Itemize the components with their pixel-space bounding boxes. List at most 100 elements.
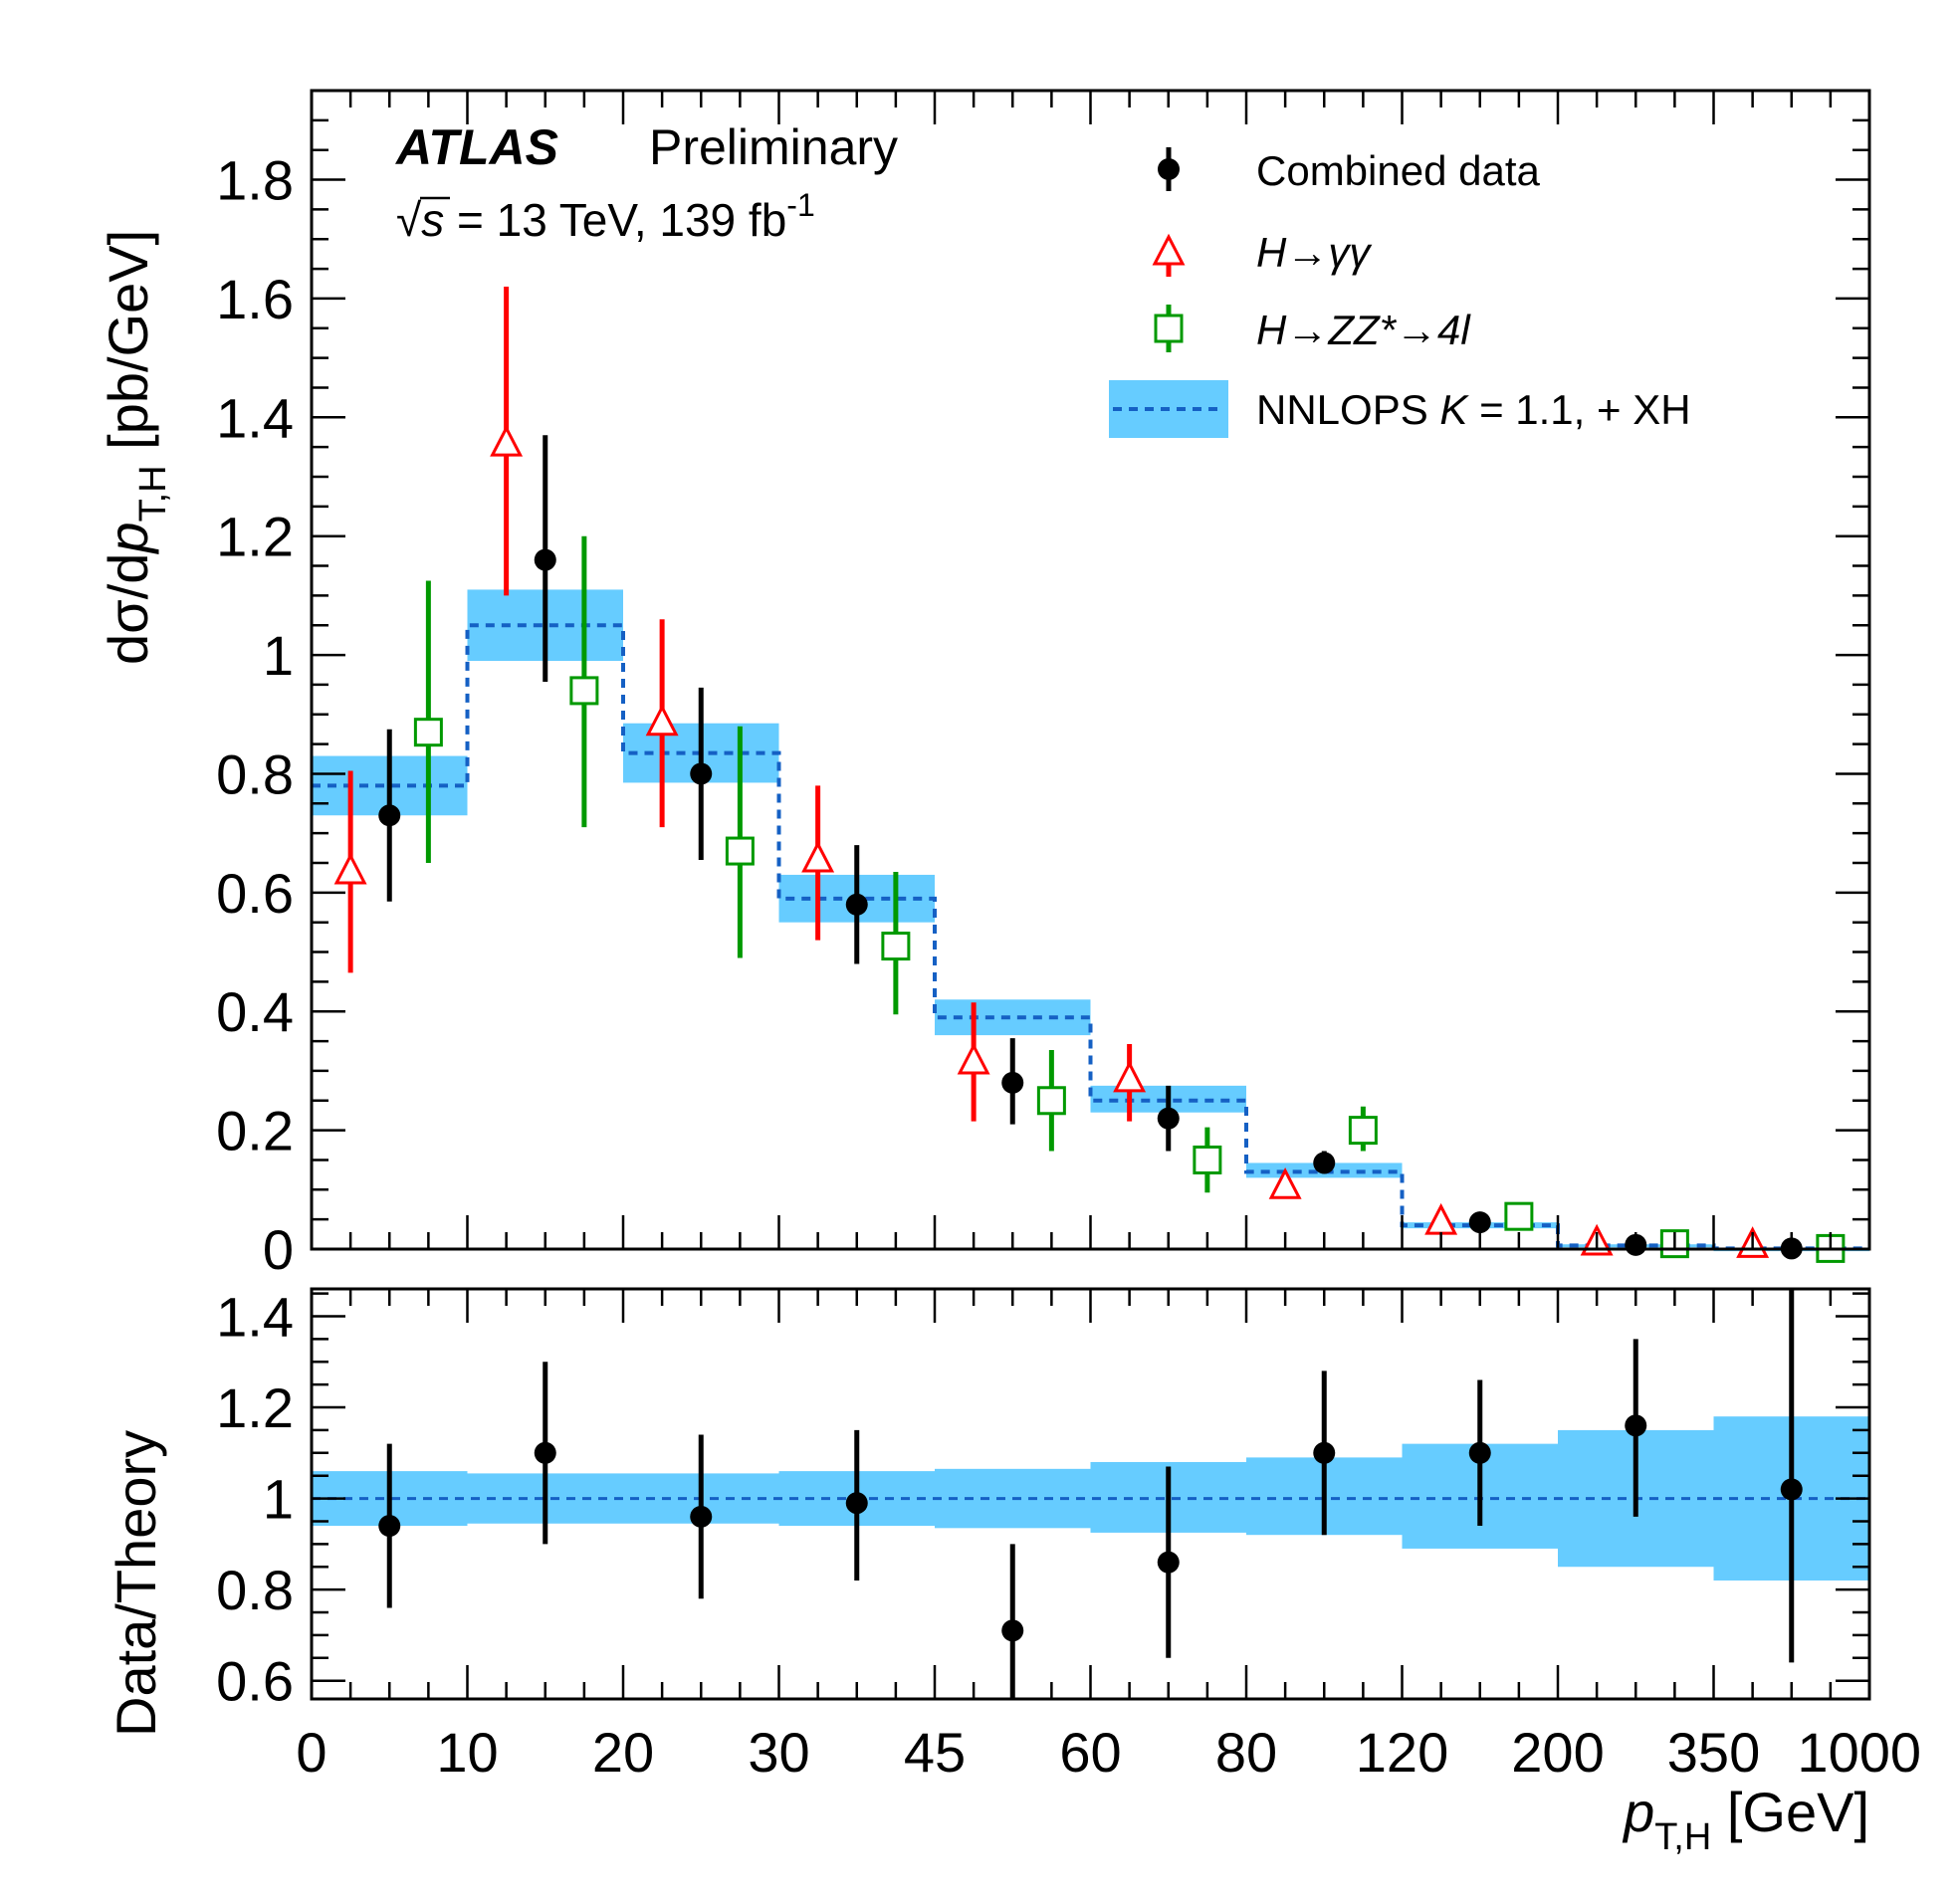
legend-marker-combined	[1158, 147, 1180, 191]
main-y-title-unit: [pb/GeV]	[97, 230, 159, 466]
marker-hzz	[1036, 1086, 1066, 1116]
main-y-tick-label: 1.6	[216, 268, 294, 330]
x-tick-label: 350	[1667, 1721, 1760, 1784]
ratio-data-point	[1780, 1289, 1803, 1663]
marker-hgg	[333, 852, 367, 885]
data-point-hgg	[333, 770, 367, 973]
x-tick-label: 20	[592, 1721, 654, 1784]
marker-combined	[378, 804, 401, 827]
x-title-unit: [GeV]	[1711, 1781, 1869, 1843]
legend-marker-theory	[1109, 380, 1228, 438]
data-point-hzz	[1348, 1106, 1378, 1152]
data-point-hgg	[1113, 1044, 1147, 1122]
x-tick-label: 10	[436, 1721, 498, 1784]
data-point-hgg	[645, 619, 679, 828]
marker-hzz	[1348, 1116, 1378, 1146]
ratio-data-point	[534, 1362, 556, 1545]
legend-hzz-label: H→ZZ*→4l	[1256, 307, 1471, 353]
main-y-title-var: p	[97, 522, 159, 554]
legend-theory-k: K	[1439, 386, 1469, 433]
marker-combined	[1157, 1107, 1180, 1130]
main-y-axis-title: dσ/dpT,H [pb/GeV]	[97, 230, 174, 665]
ratio-data-point	[1001, 1544, 1024, 1699]
x-tick-label: 120	[1356, 1721, 1448, 1784]
marker-hgg	[801, 840, 835, 873]
marker-hzz	[569, 676, 599, 706]
marker-hzz	[725, 836, 755, 866]
ratio-marker	[1468, 1441, 1491, 1464]
marker-combined	[690, 762, 713, 785]
data-point-hzz	[569, 535, 599, 828]
data-point-hzz	[1504, 1201, 1534, 1231]
data-point-hzz	[881, 871, 911, 1015]
x-tick-label: 30	[748, 1721, 809, 1784]
marker-combined	[845, 893, 868, 916]
legend-marker-hgg	[1152, 233, 1186, 277]
x-title-sub: T,H	[1654, 1816, 1711, 1858]
marker-hgg	[645, 704, 679, 737]
x-tick-label: 0	[296, 1721, 327, 1784]
ratio-marker	[378, 1515, 401, 1538]
data-point-combined	[1157, 1085, 1180, 1152]
ratio-y-tick-label: 0.6	[216, 1650, 294, 1713]
ratio-data-point	[378, 1443, 401, 1608]
main-y-tick-label: 0.2	[216, 1100, 294, 1162]
data-point-combined	[1468, 1211, 1491, 1234]
x-tick-label: 45	[904, 1721, 966, 1784]
main-y-tick-label: 0	[263, 1218, 294, 1281]
legend-hgg-label: H→γγ	[1256, 229, 1372, 276]
main-y-tick-label: 0.8	[216, 742, 294, 805]
legend-marker-hzz	[1154, 305, 1184, 352]
data-markers-ratio	[378, 1289, 1803, 1699]
s-symbol: s	[421, 194, 444, 246]
main-y-tick-label: 1.2	[216, 506, 294, 568]
x-tick-label: 60	[1059, 1721, 1121, 1784]
atlas-label: ATLAS	[394, 119, 558, 175]
ratio-data-point	[1625, 1339, 1647, 1517]
ratio-y-tick-label: 0.8	[216, 1559, 294, 1621]
marker-hgg	[1113, 1060, 1147, 1093]
x-title-var: p	[1622, 1781, 1654, 1843]
data-point-hzz	[1193, 1127, 1222, 1193]
ratio-data-point	[845, 1429, 868, 1581]
ratio-marker	[690, 1505, 713, 1528]
main-y-tick-label: 1	[263, 624, 294, 687]
data-point-hgg	[957, 1002, 990, 1122]
data-point-combined	[845, 845, 868, 964]
ratio-marker	[1625, 1414, 1647, 1437]
main-y-tick-label: 1.4	[216, 386, 294, 449]
x-tick-label: 1000	[1797, 1721, 1921, 1784]
data-point-hzz	[725, 726, 755, 958]
main-y-title-pre: dσ/d	[97, 553, 159, 665]
ratio-y-axis-title: Data/Theory	[105, 1430, 167, 1737]
data-point-combined	[1001, 1038, 1024, 1125]
data-point-hzz	[1036, 1050, 1066, 1152]
marker-combined	[534, 548, 556, 571]
legend: Combined data H→γγ H→ZZ*→4l NNLOPS K = 1…	[1109, 147, 1691, 438]
marker-combined	[1468, 1211, 1491, 1234]
preliminary-label: Preliminary	[649, 119, 898, 175]
ratio-y-tick-label: 1	[263, 1468, 294, 1531]
sqrt-symbol: √	[396, 194, 422, 246]
legend-theory-post: = 1.1, + XH	[1467, 386, 1690, 433]
data-point-combined	[378, 729, 401, 902]
marker-hzz	[1193, 1145, 1222, 1174]
data-point-combined	[534, 435, 556, 682]
marker-combined	[1001, 1071, 1024, 1094]
x-axis-title: pT,H [GeV]	[1622, 1781, 1869, 1858]
main-y-tick-label: 1.8	[216, 149, 294, 212]
data-point-hzz	[413, 580, 443, 863]
x-tick-label: 80	[1215, 1721, 1277, 1784]
ratio-data-point	[1157, 1466, 1180, 1658]
marker-hgg	[957, 1042, 990, 1075]
marker-hzz	[1504, 1201, 1534, 1231]
ratio-y-tick-label: 1.4	[216, 1285, 294, 1348]
main-y-tick-label: 0.4	[216, 980, 294, 1043]
energy-text: = 13 TeV, 139 fb	[444, 194, 786, 246]
data-point-hgg	[1424, 1202, 1458, 1235]
data-point-combined	[1313, 1151, 1336, 1174]
theory-line-main	[312, 623, 1869, 1251]
ratio-marker	[534, 1441, 556, 1464]
legend-theory-label: NNLOPS K = 1.1, + XH	[1256, 386, 1691, 433]
